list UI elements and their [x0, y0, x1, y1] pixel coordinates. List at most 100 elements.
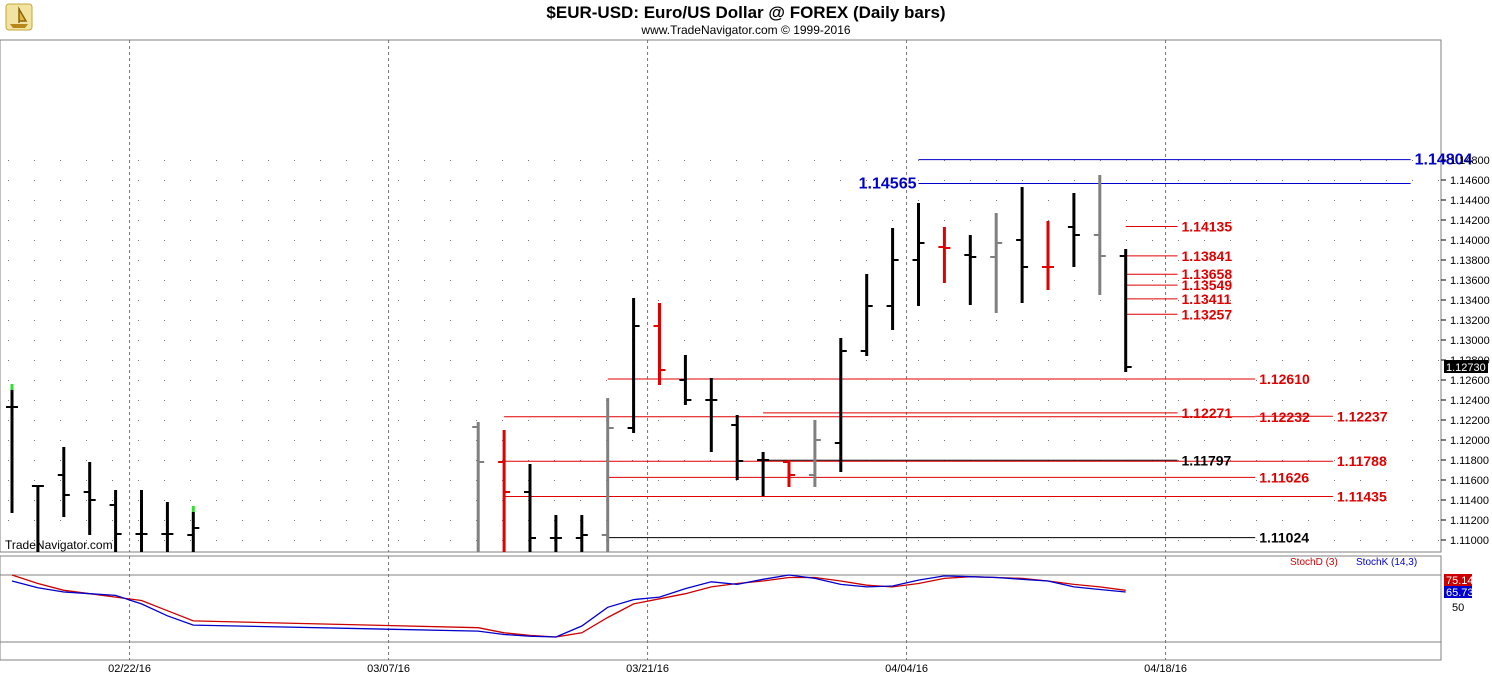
grid-dot [190, 400, 191, 401]
grid-dot [112, 260, 113, 261]
grid-dot [1204, 260, 1205, 261]
grid-dot [1386, 480, 1387, 481]
price-tick-label: 1.11600 [1450, 475, 1489, 487]
grid-dot [1178, 380, 1179, 381]
grid-dot [1100, 340, 1101, 341]
grid-dot [736, 320, 737, 321]
grid-dot [60, 400, 61, 401]
grid-dot [164, 320, 165, 321]
grid-dot [1230, 380, 1231, 381]
grid-dot [8, 340, 9, 341]
grid-dot [320, 380, 321, 381]
grid-dot [1386, 320, 1387, 321]
price-tick-label: 1.13400 [1450, 295, 1490, 307]
grid-dot [710, 360, 711, 361]
grid-dot [606, 260, 607, 261]
grid-dot [112, 520, 113, 521]
grid-dot [112, 160, 113, 161]
grid-dot [1386, 420, 1387, 421]
grid-dot [1230, 420, 1231, 421]
grid-dot [502, 380, 503, 381]
grid-dot [866, 360, 867, 361]
grid-dot [1438, 320, 1439, 321]
grid-dot [242, 200, 243, 201]
grid-dot [1438, 160, 1439, 161]
grid-dot [164, 220, 165, 221]
grid-dot [398, 520, 399, 521]
ohlc-bar [549, 515, 562, 552]
grid-dot [424, 180, 425, 181]
grid-dot [242, 500, 243, 501]
grid-dot [424, 240, 425, 241]
grid-dot [8, 240, 9, 241]
grid-dot [1308, 240, 1309, 241]
grid-dot [1256, 280, 1257, 281]
grid-dot [34, 240, 35, 241]
grid-dot [580, 320, 581, 321]
ohlc-bar [912, 203, 925, 306]
grid-dot [1360, 460, 1361, 461]
grid-dot [1178, 400, 1179, 401]
grid-dot [996, 420, 997, 421]
grid-dot [944, 400, 945, 401]
grid-dot [294, 200, 295, 201]
grid-dot [294, 260, 295, 261]
grid-dot [138, 500, 139, 501]
grid-dot [1256, 480, 1257, 481]
grid-dot [996, 360, 997, 361]
ohlc-bar [161, 502, 174, 552]
grid-dot [840, 280, 841, 281]
grid-dot [866, 240, 867, 241]
grid-dot [502, 160, 503, 161]
grid-dot [1282, 280, 1283, 281]
grid-dot [1048, 420, 1049, 421]
grid-dot [658, 500, 659, 501]
grid-dot [1438, 380, 1439, 381]
grid-dot [242, 520, 243, 521]
grid-dot [1334, 540, 1335, 541]
grid-dot [1308, 160, 1309, 161]
grid-dot [1204, 160, 1205, 161]
grid-dot [398, 480, 399, 481]
grid-dot [528, 300, 529, 301]
grid-dot [684, 220, 685, 221]
grid-dot [1256, 400, 1257, 401]
grid-dot [528, 440, 529, 441]
level-label: 1.14135 [1182, 219, 1233, 235]
grid-dot [1152, 420, 1153, 421]
grid-dot [164, 240, 165, 241]
grid-dot [346, 200, 347, 201]
grid-dot [138, 480, 139, 481]
grid-dot [138, 460, 139, 461]
grid-dot [1334, 220, 1335, 221]
grid-dot [606, 340, 607, 341]
grid-dot [1412, 280, 1413, 281]
grid-dot [242, 340, 243, 341]
grid-dot [1178, 440, 1179, 441]
grid-dot [580, 300, 581, 301]
grid-dot [242, 320, 243, 321]
grid-dot [190, 280, 191, 281]
grid-dot [866, 440, 867, 441]
grid-dot [34, 440, 35, 441]
grid-dot [1360, 360, 1361, 361]
grid-dot [398, 200, 399, 201]
grid-dot [892, 500, 893, 501]
grid-dot [528, 280, 529, 281]
grid-dot [918, 380, 919, 381]
grid-dot [60, 220, 61, 221]
grid-dot [788, 540, 789, 541]
grid-dot [1412, 400, 1413, 401]
grid-dot [1438, 260, 1439, 261]
grid-dot [190, 540, 191, 541]
grid-dot [1204, 200, 1205, 201]
grid-dot [1256, 180, 1257, 181]
grid-dot [60, 200, 61, 201]
price-tick-label: 1.13600 [1450, 275, 1490, 287]
grid-dot [762, 200, 763, 201]
grid-dot [1334, 320, 1335, 321]
grid-dot [242, 220, 243, 221]
grid-dot [970, 500, 971, 501]
grid-dot [268, 180, 269, 181]
grid-dot [164, 540, 165, 541]
